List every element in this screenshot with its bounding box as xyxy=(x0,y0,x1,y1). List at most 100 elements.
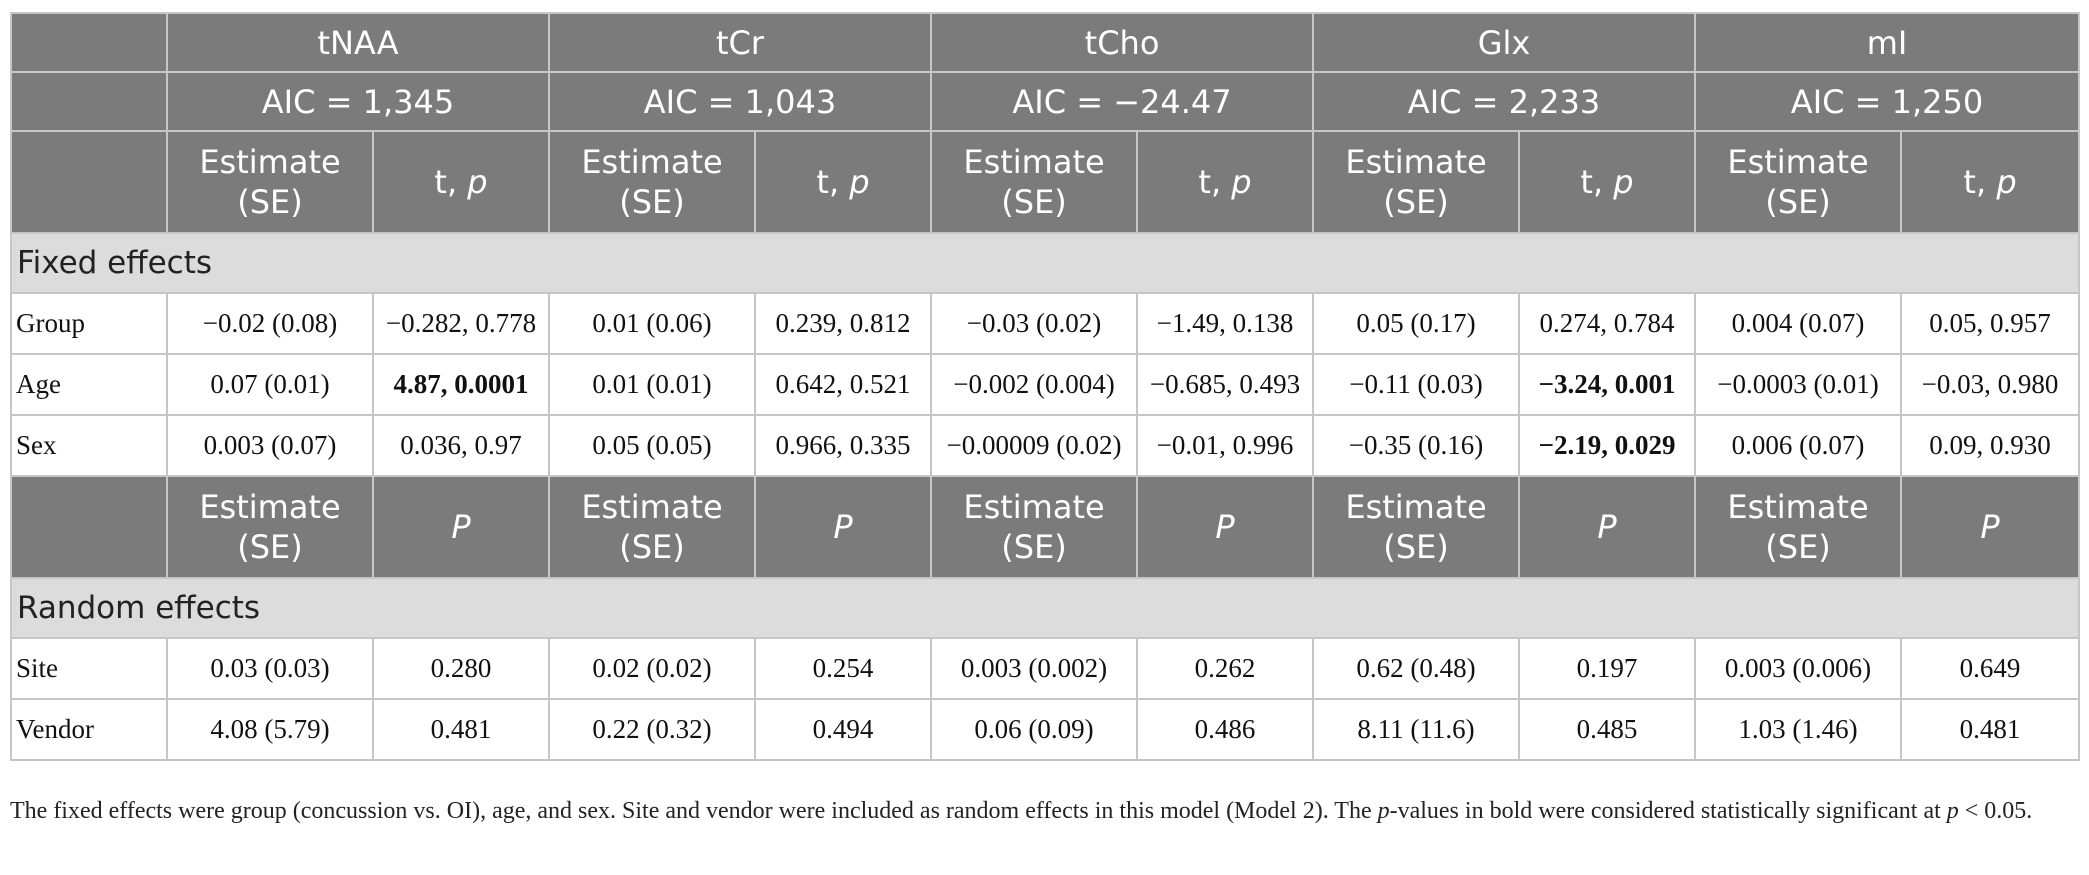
se-label: (SE) xyxy=(619,183,685,221)
estimate-cell: 0.22 (0.32) xyxy=(548,698,756,761)
stat-cell: 0.481 xyxy=(372,698,550,761)
p-label: P xyxy=(1215,508,1235,546)
estimate-cell: 0.62 (0.48) xyxy=(1312,637,1521,700)
aic-value: AIC = 1,250 xyxy=(1694,71,2081,132)
stat-cell: 0.262 xyxy=(1136,637,1315,700)
stat-cell: −2.19, 0.029 xyxy=(1518,414,1697,477)
footnote-text: < 0.05. xyxy=(1958,798,2033,824)
estimate-se-header: Estimate (SE) xyxy=(1312,475,1521,579)
stat-cell: −0.01, 0.996 xyxy=(1136,414,1315,477)
estimate-se-header: Estimate (SE) xyxy=(1312,130,1521,234)
t-p-header: t, p xyxy=(753,130,933,234)
estimate-cell: −0.0003 (0.01) xyxy=(1694,353,1903,416)
stat-cell: 0.280 xyxy=(372,637,550,700)
metabolite-header: Glx xyxy=(1312,12,1697,73)
estimate-label: Estimate xyxy=(1345,143,1487,181)
se-label: (SE) xyxy=(1765,183,1831,221)
stat-cell: −1.49, 0.138 xyxy=(1136,292,1315,355)
row-label: Group xyxy=(10,292,168,355)
estimate-se-header: Estimate (SE) xyxy=(548,130,756,234)
p-header: P xyxy=(372,475,550,579)
p-header: P xyxy=(1136,475,1315,579)
t-p-header: t, p xyxy=(1518,130,1697,234)
metabolite-header-row: tNAA tCr tCho Glx mI xyxy=(10,12,2081,73)
table-row: Age 0.07 (0.01) 4.87, 0.0001 0.01 (0.01) 0.6… xyxy=(10,353,2081,416)
estimate-se-header: Estimate (SE) xyxy=(930,130,1139,234)
fixed-effects-section-row: Fixed effects xyxy=(9,232,2081,294)
stat-cell: −0.282, 0.778 xyxy=(372,292,550,355)
stat-cell: −0.03, 0.980 xyxy=(1900,353,2081,416)
p-header: P xyxy=(1900,475,2081,579)
estimate-label: Estimate xyxy=(963,488,1105,526)
corner-cell xyxy=(10,475,168,579)
t-p-header: t, p xyxy=(1900,130,2081,234)
estimate-cell: −0.11 (0.03) xyxy=(1312,353,1521,416)
aic-value: AIC = 2,233 xyxy=(1312,71,1697,132)
stat-cell: 0.197 xyxy=(1518,637,1697,700)
row-label: Vendor xyxy=(10,698,168,761)
estimate-cell: 0.06 (0.09) xyxy=(930,698,1139,761)
t-label: t, xyxy=(816,163,850,201)
random-column-header-row: Estimate (SE) P Estimate (SE) P Estimate (SE) P E… xyxy=(10,475,2081,579)
estimate-cell: 0.003 (0.006) xyxy=(1694,637,1903,700)
estimate-cell: 0.07 (0.01) xyxy=(166,353,374,416)
footnote-p-symbol: p xyxy=(1946,798,1959,824)
estimate-cell: 0.02 (0.02) xyxy=(548,637,756,700)
estimate-cell: −0.00009 (0.02) xyxy=(930,414,1139,477)
estimate-se-header: Estimate (SE) xyxy=(930,475,1139,579)
p-italic-label: p xyxy=(849,163,870,201)
stat-cell: 0.649 xyxy=(1900,637,2081,700)
stat-cell: 0.239, 0.812 xyxy=(753,292,933,355)
estimate-cell: −0.03 (0.02) xyxy=(930,292,1139,355)
stat-cell: 4.87, 0.0001 xyxy=(372,353,550,416)
aic-header-row: AIC = 1,345 AIC = 1,043 AIC = −24.47 AIC… xyxy=(10,71,2081,132)
stat-cell: 0.485 xyxy=(1518,698,1697,761)
estimate-label: Estimate xyxy=(581,488,723,526)
estimate-label: Estimate xyxy=(1727,488,1869,526)
fixed-column-header-row: Estimate (SE) t, p Estimate (SE) t, p Estimate… xyxy=(10,130,2081,234)
stat-cell: 0.481 xyxy=(1900,698,2081,761)
estimate-cell: 0.004 (0.07) xyxy=(1694,292,1903,355)
footnote-text: The fixed effects were group (concussion… xyxy=(10,798,1378,824)
se-label: (SE) xyxy=(1383,528,1449,566)
estimate-se-header: Estimate (SE) xyxy=(1694,130,1903,234)
aic-value: AIC = 1,043 xyxy=(547,71,933,132)
p-italic-label: p xyxy=(1613,163,1634,201)
aic-value: AIC = 1,345 xyxy=(166,71,550,132)
t-label: t, xyxy=(434,163,468,201)
p-label: P xyxy=(833,508,853,546)
p-italic-label: p xyxy=(1996,163,2017,201)
corner-cell xyxy=(10,71,168,132)
t-p-header: t, p xyxy=(1136,130,1315,234)
p-italic-label: p xyxy=(467,163,488,201)
stat-cell: 0.05, 0.957 xyxy=(1900,292,2081,355)
estimate-label: Estimate xyxy=(581,143,723,181)
se-label: (SE) xyxy=(1765,528,1831,566)
corner-cell xyxy=(10,12,168,73)
table-row: Vendor 4.08 (5.79) 0.481 0.22 (0.32) 0.494 0.… xyxy=(10,698,2081,761)
estimate-label: Estimate xyxy=(1727,143,1869,181)
stat-cell: −3.24, 0.001 xyxy=(1518,353,1697,416)
estimate-se-header: Estimate (SE) xyxy=(166,130,374,234)
aic-value: AIC = −24.47 xyxy=(930,71,1315,132)
p-header: P xyxy=(1518,475,1697,579)
metabolite-header: mI xyxy=(1694,12,2081,73)
estimate-cell: −0.02 (0.08) xyxy=(166,292,374,355)
p-label: P xyxy=(1597,508,1617,546)
estimate-cell: 0.05 (0.05) xyxy=(548,414,756,477)
stat-cell: 0.036, 0.97 xyxy=(372,414,550,477)
footnote-p-symbol: p xyxy=(1377,798,1390,824)
p-label: P xyxy=(1980,508,2000,546)
se-label: (SE) xyxy=(1001,183,1067,221)
estimate-cell: 0.01 (0.01) xyxy=(548,353,756,416)
footnote-text: -values in bold were considered statisti… xyxy=(1389,798,1947,824)
se-label: (SE) xyxy=(1383,183,1449,221)
stat-cell: 0.642, 0.521 xyxy=(753,353,933,416)
corner-cell xyxy=(10,130,168,234)
stat-cell: −0.685, 0.493 xyxy=(1136,353,1315,416)
estimate-label: Estimate xyxy=(199,488,341,526)
stat-cell: 0.254 xyxy=(753,637,933,700)
metabolite-header: tNAA xyxy=(166,12,550,73)
random-effects-body: Site 0.03 (0.03) 0.280 0.02 (0.02) 0.254 0.00… xyxy=(10,637,2081,761)
estimate-cell: 0.01 (0.06) xyxy=(548,292,756,355)
